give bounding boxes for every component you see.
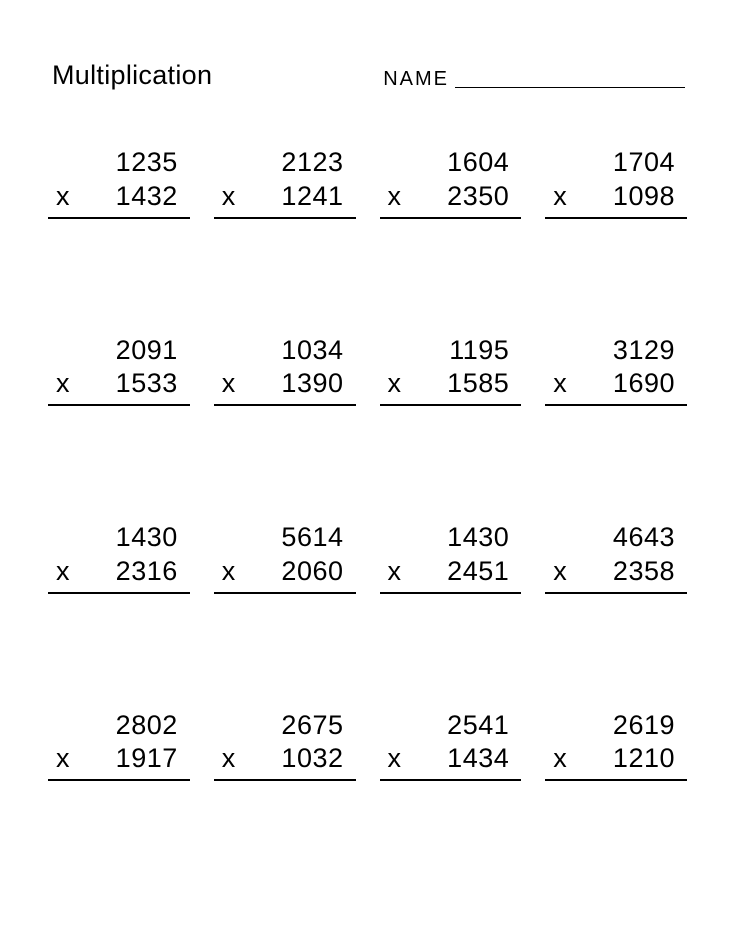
multiplier: 1032 bbox=[236, 742, 344, 776]
multiplier-row: x2060 bbox=[214, 555, 356, 594]
multiplier-row: x1585 bbox=[380, 367, 522, 406]
multiplier-row: x1241 bbox=[214, 180, 356, 219]
worksheet-header: Multiplication NAME bbox=[40, 60, 695, 91]
multiplicand: 2123 bbox=[214, 146, 356, 180]
multiplier: 2350 bbox=[402, 180, 510, 214]
multiplication-problem: 1430x2451 bbox=[380, 521, 522, 594]
multiply-operator: x bbox=[553, 367, 567, 401]
multiplication-problem: 2802x1917 bbox=[48, 709, 190, 782]
multiplier-row: x2316 bbox=[48, 555, 190, 594]
multiplier: 1098 bbox=[567, 180, 675, 214]
multiplication-problem: 2091x1533 bbox=[48, 334, 190, 407]
multiplicand: 2619 bbox=[545, 709, 687, 743]
multiplier: 1917 bbox=[70, 742, 178, 776]
multiplicand: 1235 bbox=[48, 146, 190, 180]
multiply-operator: x bbox=[388, 180, 402, 214]
multiply-operator: x bbox=[553, 180, 567, 214]
multiplier: 1432 bbox=[70, 180, 178, 214]
multiplicand: 1034 bbox=[214, 334, 356, 368]
multiplication-problem: 3129x1690 bbox=[545, 334, 687, 407]
multiplication-problem: 1235x1432 bbox=[48, 146, 190, 219]
multiply-operator: x bbox=[388, 555, 402, 589]
multiplier: 1585 bbox=[402, 367, 510, 401]
multiplier-row: x2358 bbox=[545, 555, 687, 594]
multiplication-problem: 1195x1585 bbox=[380, 334, 522, 407]
multiplicand: 1604 bbox=[380, 146, 522, 180]
multiplier: 1690 bbox=[567, 367, 675, 401]
worksheet-title: Multiplication bbox=[52, 60, 212, 91]
multiplicand: 3129 bbox=[545, 334, 687, 368]
multiply-operator: x bbox=[553, 742, 567, 776]
multiplicand: 2091 bbox=[48, 334, 190, 368]
multiplier: 1241 bbox=[236, 180, 344, 214]
multiply-operator: x bbox=[222, 742, 236, 776]
multiplicand: 5614 bbox=[214, 521, 356, 555]
multiplier: 1210 bbox=[567, 742, 675, 776]
multiplier: 2451 bbox=[402, 555, 510, 589]
multiplication-problem: 2123x1241 bbox=[214, 146, 356, 219]
multiplicand: 1704 bbox=[545, 146, 687, 180]
multiplication-problem: 1430x2316 bbox=[48, 521, 190, 594]
multiplication-problem: 1704x1098 bbox=[545, 146, 687, 219]
multiplier-row: x1210 bbox=[545, 742, 687, 781]
multiplicand: 1430 bbox=[48, 521, 190, 555]
multiplication-problem: 5614x2060 bbox=[214, 521, 356, 594]
multiply-operator: x bbox=[56, 742, 70, 776]
multiply-operator: x bbox=[553, 555, 567, 589]
multiply-operator: x bbox=[56, 555, 70, 589]
multiplier-row: x2451 bbox=[380, 555, 522, 594]
multiplier-row: x1917 bbox=[48, 742, 190, 781]
multiplier: 1533 bbox=[70, 367, 178, 401]
multiplication-problem: 1604x2350 bbox=[380, 146, 522, 219]
name-blank-line bbox=[455, 87, 685, 88]
multiplication-problem: 2541x1434 bbox=[380, 709, 522, 782]
problems-grid: 1235x14322123x12411604x23501704x10982091… bbox=[40, 146, 695, 781]
multiply-operator: x bbox=[222, 367, 236, 401]
multiplication-problem: 2675x1032 bbox=[214, 709, 356, 782]
multiplier-row: x2350 bbox=[380, 180, 522, 219]
name-field-section: NAME bbox=[383, 68, 685, 91]
multiplicand: 2802 bbox=[48, 709, 190, 743]
multiplicand: 1195 bbox=[380, 334, 522, 368]
multiplier: 2316 bbox=[70, 555, 178, 589]
multiplier-row: x1432 bbox=[48, 180, 190, 219]
multiplier-row: x1098 bbox=[545, 180, 687, 219]
multiplier: 2060 bbox=[236, 555, 344, 589]
multiplier-row: x1690 bbox=[545, 367, 687, 406]
multiplication-problem: 4643x2358 bbox=[545, 521, 687, 594]
multiplier: 2358 bbox=[567, 555, 675, 589]
multiply-operator: x bbox=[56, 367, 70, 401]
multiplier: 1390 bbox=[236, 367, 344, 401]
multiply-operator: x bbox=[222, 555, 236, 589]
multiplicand: 2675 bbox=[214, 709, 356, 743]
multiplication-problem: 2619x1210 bbox=[545, 709, 687, 782]
multiplier-row: x1032 bbox=[214, 742, 356, 781]
multiplier: 1434 bbox=[402, 742, 510, 776]
multiplicand: 4643 bbox=[545, 521, 687, 555]
name-label: NAME bbox=[383, 68, 449, 91]
multiplicand: 2541 bbox=[380, 709, 522, 743]
multiplier-row: x1533 bbox=[48, 367, 190, 406]
multiply-operator: x bbox=[388, 742, 402, 776]
multiply-operator: x bbox=[388, 367, 402, 401]
multiplier-row: x1390 bbox=[214, 367, 356, 406]
multiply-operator: x bbox=[222, 180, 236, 214]
multiplicand: 1430 bbox=[380, 521, 522, 555]
multiply-operator: x bbox=[56, 180, 70, 214]
multiplier-row: x1434 bbox=[380, 742, 522, 781]
multiplication-problem: 1034x1390 bbox=[214, 334, 356, 407]
